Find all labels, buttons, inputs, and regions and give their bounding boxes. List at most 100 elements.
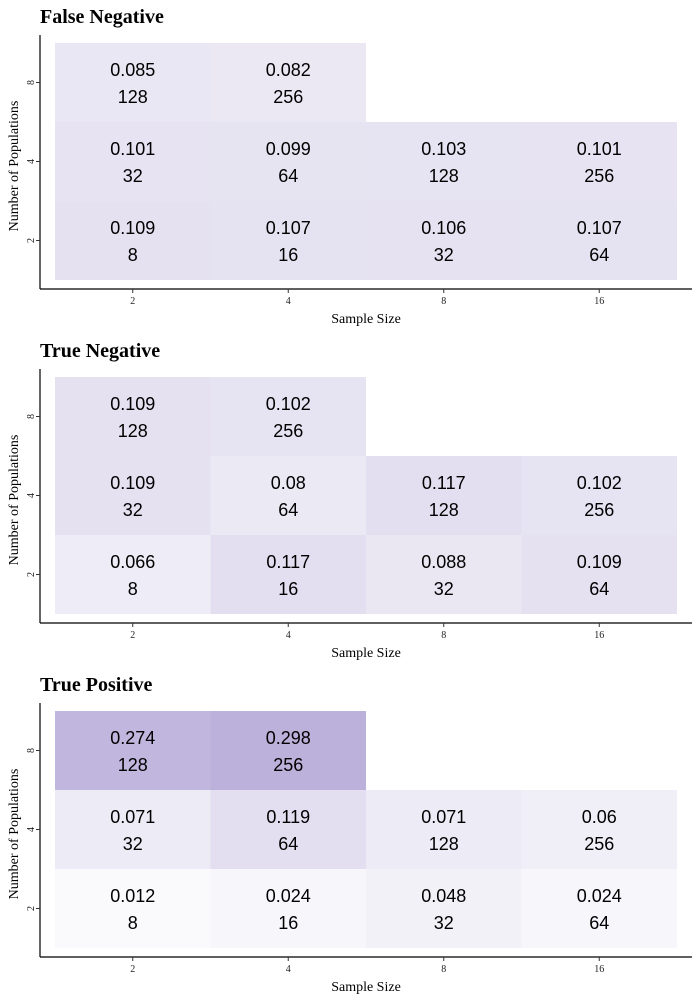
- cell-count-label: 8: [128, 245, 138, 265]
- x-tick-label: 4: [286, 630, 291, 641]
- cell-count-label: 8: [128, 913, 138, 933]
- heatmap-cell: [521, 456, 677, 535]
- heatmap-cell: [210, 377, 366, 456]
- cell-value-label: 0.109: [110, 473, 155, 493]
- x-tick-label: 2: [130, 296, 135, 307]
- panel-title: True Negative: [40, 340, 160, 362]
- heatmap-cell: [366, 456, 522, 535]
- cell-value-label: 0.109: [110, 218, 155, 238]
- cell-value-label: 0.101: [110, 139, 155, 159]
- cell-count-label: 32: [434, 245, 454, 265]
- cell-value-label: 0.107: [266, 218, 311, 238]
- y-tick-label: 2: [26, 238, 37, 243]
- heatmap-cell: [55, 122, 211, 201]
- x-axis-title: Sample Size: [331, 312, 401, 327]
- cell-value-label: 0.117: [422, 473, 466, 493]
- cell-count-label: 32: [123, 166, 143, 186]
- cell-value-label: 0.071: [421, 807, 466, 827]
- x-tick-label: 8: [441, 964, 446, 975]
- heatmap-cell: [210, 790, 366, 869]
- heatmap-cell: [210, 122, 366, 201]
- cell-count-label: 64: [589, 245, 609, 265]
- y-tick-label: 8: [26, 80, 37, 85]
- y-axis-title: Number of Populations: [7, 101, 22, 232]
- cell-count-label: 64: [278, 834, 298, 854]
- cell-count-label: 32: [123, 834, 143, 854]
- y-tick-label: 2: [26, 572, 37, 577]
- cell-value-label: 0.109: [110, 394, 155, 414]
- heatmap-cell: [521, 869, 677, 948]
- cell-count-label: 32: [434, 579, 454, 599]
- x-tick-label: 8: [441, 296, 446, 307]
- x-tick-label: 2: [130, 964, 135, 975]
- cell-value-label: 0.119: [266, 807, 310, 827]
- heatmap-cell: [55, 456, 211, 535]
- y-tick-label: 4: [26, 493, 37, 498]
- cell-count-label: 64: [278, 166, 298, 186]
- x-tick-label: 16: [594, 630, 604, 641]
- cell-value-label: 0.106: [421, 218, 466, 238]
- cell-value-label: 0.102: [266, 394, 311, 414]
- heatmap-cell: [521, 790, 677, 869]
- cell-value-label: 0.101: [577, 139, 622, 159]
- heatmap-cell: [521, 201, 677, 280]
- heatmap-cell: [55, 711, 211, 790]
- panel-title: False Negative: [40, 6, 164, 28]
- cell-count-label: 32: [123, 500, 143, 520]
- cell-value-label: 0.06: [582, 807, 617, 827]
- heatmap-cell: [366, 535, 522, 614]
- cell-value-label: 0.117: [266, 552, 310, 572]
- cell-count-label: 256: [584, 500, 614, 520]
- cell-value-label: 0.066: [110, 552, 155, 572]
- cell-value-label: 0.024: [266, 886, 311, 906]
- heatmap-cell: [521, 535, 677, 614]
- heatmap-cell: [210, 43, 366, 122]
- cell-count-label: 128: [118, 755, 148, 775]
- y-tick-label: 4: [26, 159, 37, 164]
- y-axis-title: Number of Populations: [7, 769, 22, 900]
- heatmap-cell: [366, 869, 522, 948]
- cell-count-label: 64: [589, 579, 609, 599]
- x-axis-title: Sample Size: [331, 646, 401, 661]
- x-axis-title: Sample Size: [331, 980, 401, 995]
- cell-count-label: 16: [278, 913, 298, 933]
- cell-value-label: 0.071: [110, 807, 155, 827]
- x-tick-label: 4: [286, 296, 291, 307]
- y-tick-label: 2: [26, 906, 37, 911]
- heatmap-cell: [366, 790, 522, 869]
- cell-count-label: 64: [278, 500, 298, 520]
- x-tick-label: 4: [286, 964, 291, 975]
- y-axis-title: Number of Populations: [7, 435, 22, 566]
- y-tick-label: 4: [26, 827, 37, 832]
- cell-count-label: 256: [273, 87, 303, 107]
- cell-count-label: 128: [429, 500, 459, 520]
- cell-count-label: 64: [589, 913, 609, 933]
- y-tick-label: 8: [26, 748, 37, 753]
- cell-count-label: 256: [273, 421, 303, 441]
- cell-count-label: 256: [273, 755, 303, 775]
- x-tick-label: 16: [594, 296, 604, 307]
- heatmap-panel-0: False Negative 0.085 128 0.082 256 0.101 32 0.0…: [7, 6, 692, 327]
- heatmap-cell: [55, 869, 211, 948]
- cell-count-label: 128: [118, 87, 148, 107]
- cell-value-label: 0.088: [421, 552, 466, 572]
- heatmap-cell: [210, 201, 366, 280]
- panel-title: True Positive: [40, 674, 153, 696]
- cell-value-label: 0.103: [421, 139, 466, 159]
- heatmap-cell: [55, 535, 211, 614]
- cell-count-label: 16: [278, 245, 298, 265]
- cell-value-label: 0.024: [577, 886, 622, 906]
- heatmap-cell: [55, 377, 211, 456]
- heatmap-cell: [55, 790, 211, 869]
- cell-count-label: 128: [429, 834, 459, 854]
- x-tick-label: 2: [130, 630, 135, 641]
- cell-value-label: 0.082: [266, 60, 311, 80]
- x-tick-label: 16: [594, 964, 604, 975]
- heatmap-cell: [55, 43, 211, 122]
- heatmap-cell: [210, 456, 366, 535]
- heatmap-cell: [210, 535, 366, 614]
- cell-count-label: 256: [584, 834, 614, 854]
- heatmap-cell: [210, 711, 366, 790]
- cell-count-label: 128: [118, 421, 148, 441]
